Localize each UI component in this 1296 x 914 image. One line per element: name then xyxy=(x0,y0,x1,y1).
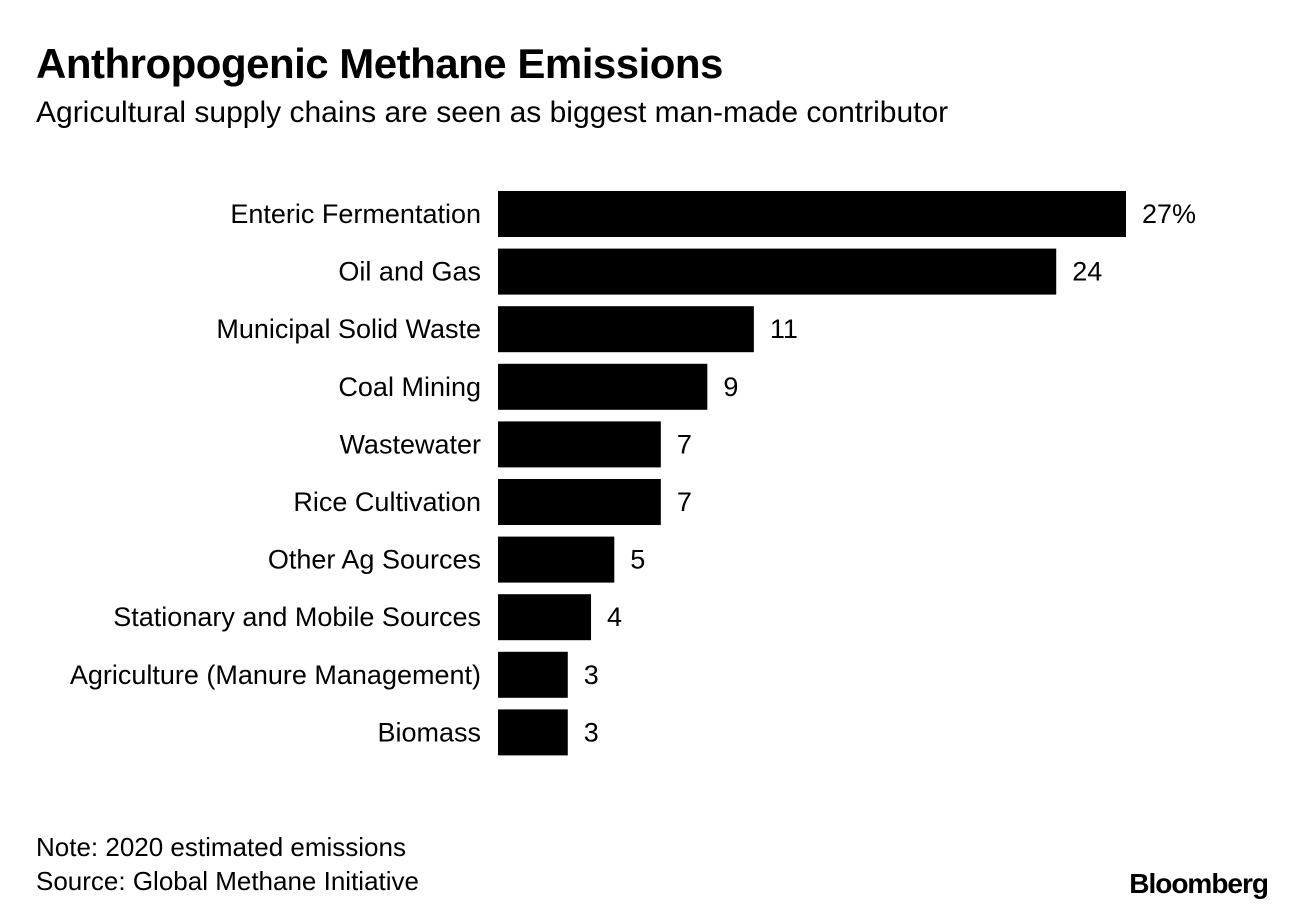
chart-note: Note: 2020 estimated emissions xyxy=(36,832,406,862)
bar-group: Oil and Gas 24 xyxy=(338,248,1102,295)
category-label: Enteric Fermentation xyxy=(230,199,481,229)
category-label: Rice Cultivation xyxy=(293,487,481,517)
value-label: 5 xyxy=(630,545,645,575)
category-label: Wastewater xyxy=(339,429,481,459)
bar-group: Wastewater 7 xyxy=(339,421,692,468)
value-label: 24 xyxy=(1072,257,1102,287)
chart-title: Anthropogenic Methane Emissions xyxy=(36,40,723,87)
bar-group: Enteric Fermentation 27% xyxy=(230,191,1196,237)
category-label: Stationary and Mobile Sources xyxy=(113,602,481,632)
bar xyxy=(498,248,1057,295)
value-label: 11 xyxy=(770,314,798,344)
bar-group: Other Ag Sources 5 xyxy=(268,536,645,583)
bar xyxy=(498,306,754,353)
bar-group: Agriculture (Manure Management) 3 xyxy=(70,651,599,698)
value-label: 3 xyxy=(584,660,599,690)
bar-group: Municipal Solid Waste 11 xyxy=(216,306,798,353)
bar xyxy=(498,363,708,410)
category-label: Agriculture (Manure Management) xyxy=(70,660,481,690)
value-label: 27% xyxy=(1142,199,1196,229)
category-label: Oil and Gas xyxy=(338,257,481,287)
bar-chart: Enteric Fermentation 27% Oil and Gas 24 Muni… xyxy=(70,191,1196,756)
value-label: 9 xyxy=(723,372,738,402)
value-label: 3 xyxy=(584,717,599,747)
bloomberg-logo: Bloomberg xyxy=(1129,868,1269,899)
bar xyxy=(498,709,568,756)
chart-subtitle: Agricultural supply chains are seen as b… xyxy=(36,96,949,129)
category-label: Coal Mining xyxy=(338,372,481,402)
category-label: Biomass xyxy=(377,717,481,747)
bar xyxy=(498,594,592,641)
bar xyxy=(498,479,661,525)
bar-group: Biomass 3 xyxy=(377,709,599,756)
bar xyxy=(498,191,1126,237)
bar xyxy=(498,651,568,698)
chart-source: Source: Global Methane Initiative xyxy=(36,866,419,896)
bar-group: Rice Cultivation 7 xyxy=(293,479,692,525)
bar-group: Stationary and Mobile Sources 4 xyxy=(113,594,622,641)
category-label: Other Ag Sources xyxy=(268,545,481,575)
value-label: 7 xyxy=(677,487,692,517)
bar xyxy=(498,421,661,468)
value-label: 4 xyxy=(607,602,622,632)
category-label: Municipal Solid Waste xyxy=(216,314,481,344)
value-label: 7 xyxy=(677,429,692,459)
bar-group: Coal Mining 9 xyxy=(338,363,738,410)
bar xyxy=(498,536,615,583)
